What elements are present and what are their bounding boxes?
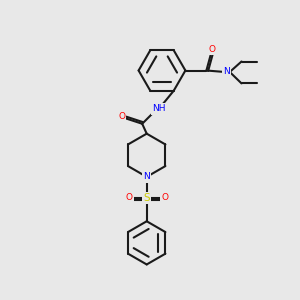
Text: NH: NH bbox=[152, 104, 166, 113]
Text: O: O bbox=[118, 112, 125, 122]
Text: N: N bbox=[223, 68, 230, 76]
Text: S: S bbox=[143, 193, 150, 203]
Text: O: O bbox=[208, 45, 215, 54]
Text: O: O bbox=[125, 194, 132, 202]
Text: N: N bbox=[143, 172, 150, 182]
Text: O: O bbox=[161, 194, 168, 202]
